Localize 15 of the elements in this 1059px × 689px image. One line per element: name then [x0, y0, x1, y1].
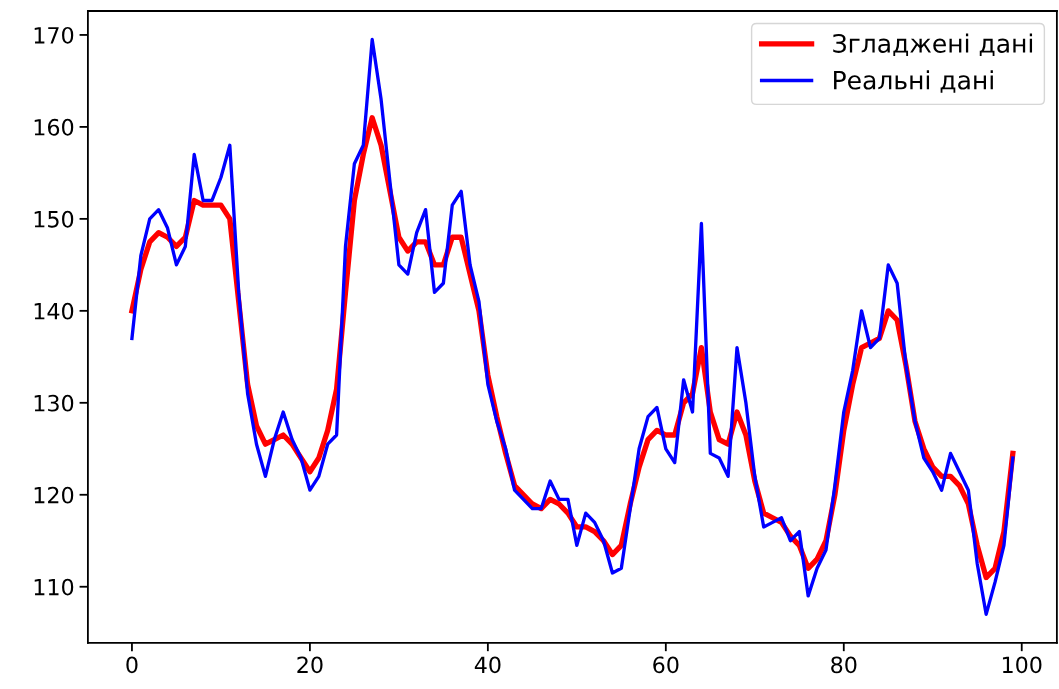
y-tick-label: 150 [34, 210, 74, 228]
y-tick-label: 130 [34, 394, 74, 412]
y-tick-label: 170 [34, 26, 74, 44]
y-tick-label: 110 [34, 578, 74, 596]
y-tick-label: 120 [34, 486, 74, 504]
x-tick-label: 0 [126, 656, 138, 674]
x-tick-label: 20 [297, 656, 323, 674]
legend-label: Згладжені дані [833, 33, 1033, 56]
x-tick-label: 100 [1002, 656, 1042, 674]
y-tick-label: 140 [34, 302, 74, 320]
x-tick-label: 60 [653, 656, 679, 674]
x-tick-label: 40 [474, 656, 501, 674]
y-tick-label: 160 [34, 118, 74, 136]
legend-label: Реальні дані [834, 70, 993, 93]
x-tick-label: 80 [831, 656, 857, 674]
